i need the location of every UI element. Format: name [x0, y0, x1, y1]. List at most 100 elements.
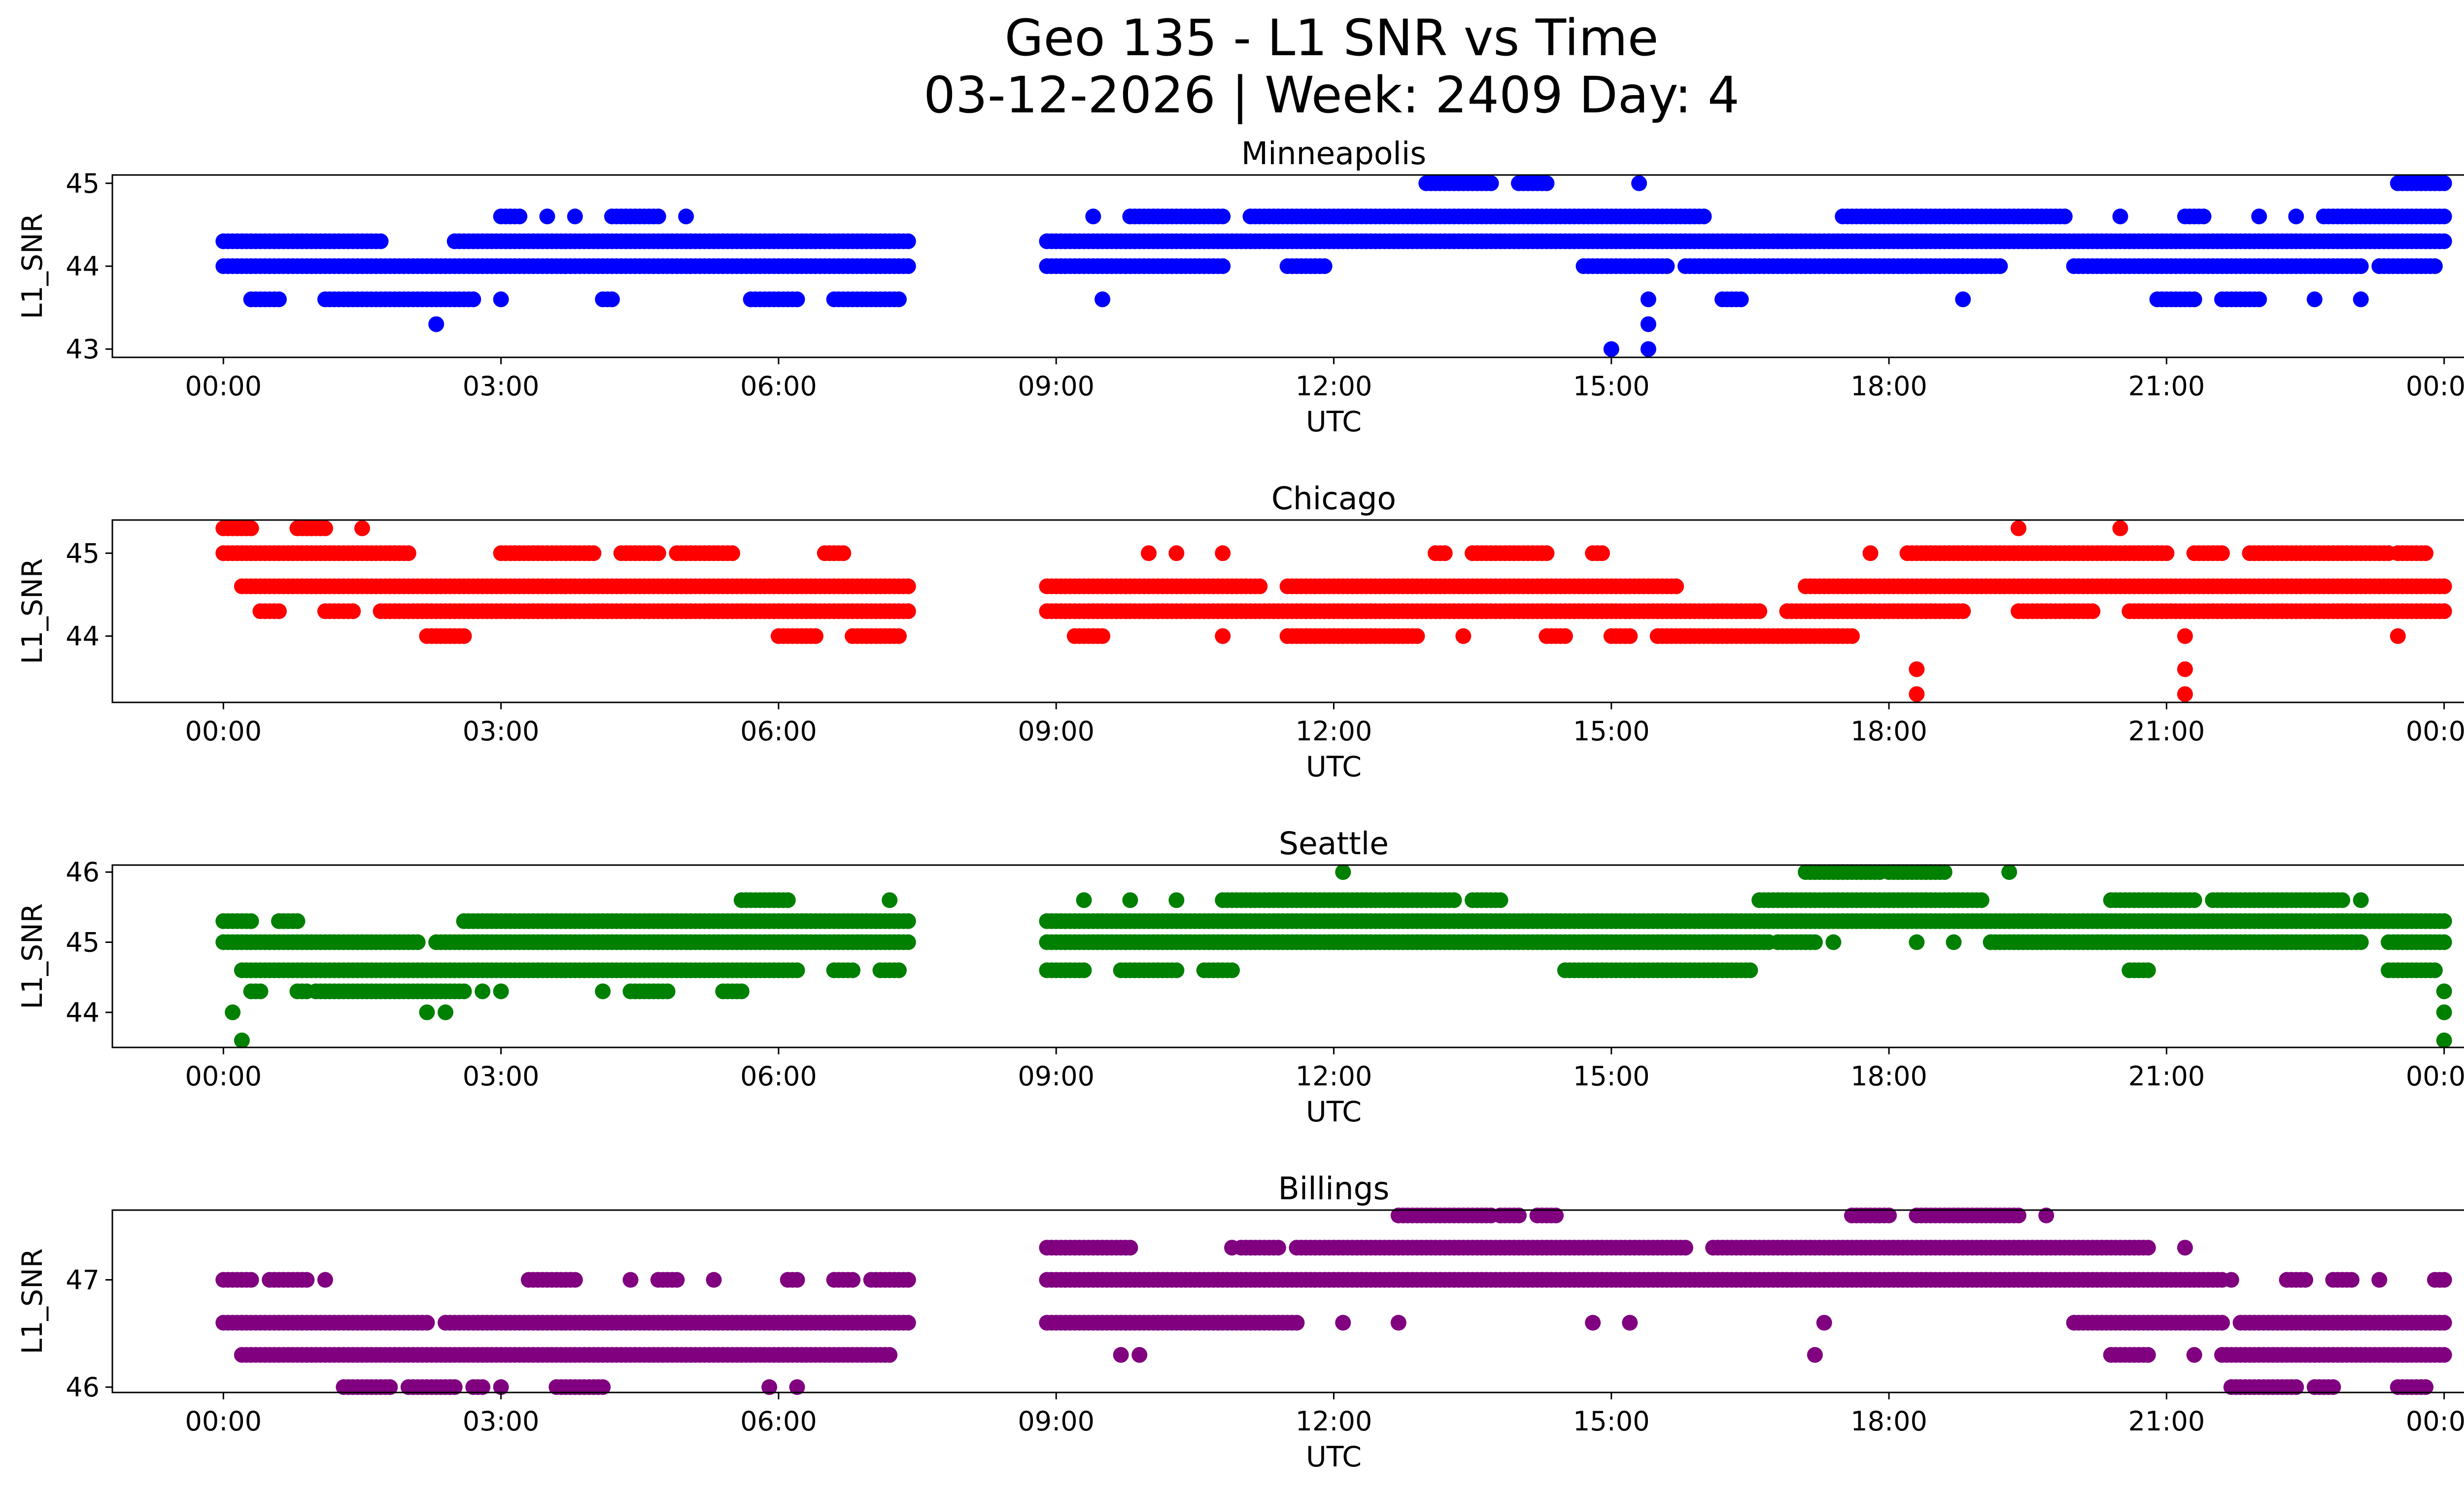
data-point: [410, 934, 426, 950]
data-point: [891, 291, 907, 308]
data-point: [1585, 1315, 1601, 1331]
data-point: [650, 209, 666, 225]
x-tick-label: 06:00: [740, 1406, 817, 1437]
data-point: [456, 628, 472, 644]
data-point: [225, 1004, 241, 1020]
data-point: [475, 983, 491, 1000]
data-point: [354, 520, 370, 536]
data-point: [1095, 628, 1111, 644]
data-point: [2436, 1004, 2452, 1020]
x-tick-label: 21:00: [2128, 1061, 2205, 1092]
data-point: [2436, 233, 2452, 249]
data-point: [2140, 1240, 2156, 1256]
data-point: [1215, 258, 1231, 274]
x-tick-label: 00:00: [2406, 1406, 2464, 1437]
data-point: [1131, 1347, 1148, 1363]
data-point: [456, 983, 472, 1000]
data-point: [2353, 258, 2369, 274]
data-point: [1622, 628, 1638, 644]
data-point: [1807, 1347, 1823, 1363]
x-tick-label: 03:00: [463, 1406, 540, 1437]
y-tick-label: 47: [66, 1264, 100, 1295]
data-point: [2011, 520, 2026, 536]
x-tick-label: 15:00: [1573, 716, 1650, 747]
data-point: [1696, 209, 1712, 225]
data-point: [2436, 913, 2452, 929]
data-point: [2288, 1379, 2304, 1395]
data-point: [2436, 934, 2452, 950]
data-point: [2186, 892, 2202, 908]
data-point: [400, 545, 416, 561]
data-point: [493, 1379, 509, 1395]
data-point: [2214, 1315, 2230, 1331]
data-point: [706, 1272, 722, 1288]
data-point: [1335, 1315, 1351, 1331]
data-point: [2427, 962, 2443, 978]
data-point: [1936, 864, 1952, 880]
data-point: [234, 1032, 250, 1048]
data-point: [567, 1272, 583, 1288]
x-tick-label: 03:00: [463, 371, 540, 402]
y-tick-label: 44: [66, 997, 100, 1028]
data-point: [2177, 661, 2193, 677]
data-point: [1483, 175, 1499, 191]
x-tick-label: 18:00: [1850, 1061, 1927, 1092]
data-point: [1511, 1207, 1527, 1223]
data-point: [2371, 1272, 2388, 1288]
x-tick-label: 03:00: [463, 1061, 540, 1092]
data-point: [1215, 209, 1231, 225]
x-tick-label: 00:00: [2406, 371, 2464, 402]
data-point: [1390, 1315, 1406, 1331]
data-point: [1603, 341, 1619, 357]
data-point: [2112, 209, 2128, 225]
y-tick-label: 43: [66, 334, 100, 365]
data-point: [2112, 520, 2128, 536]
data-point: [243, 520, 259, 536]
data-point: [1881, 1207, 1897, 1223]
data-point: [1316, 258, 1333, 274]
data-point: [1622, 1315, 1638, 1331]
data-point: [271, 291, 287, 308]
data-point: [2214, 545, 2230, 561]
data-point: [2436, 578, 2452, 594]
data-point: [604, 291, 620, 308]
data-point: [1909, 934, 1925, 950]
data-point: [1085, 209, 1101, 225]
y-tick-label: 45: [66, 538, 100, 569]
data-point: [585, 545, 602, 561]
data-point: [1270, 1240, 1286, 1256]
data-point: [1668, 578, 1684, 594]
x-tick-label: 00:00: [185, 1061, 262, 1092]
y-tick-label: 46: [66, 1372, 100, 1403]
data-point: [1113, 1347, 1129, 1363]
x-tick-label: 09:00: [1018, 716, 1095, 747]
data-point: [373, 233, 389, 249]
data-point: [1215, 545, 1231, 561]
data-point: [2334, 892, 2351, 908]
data-point: [419, 1315, 435, 1331]
data-point: [622, 1272, 639, 1288]
data-point: [1640, 341, 1656, 357]
x-axis-label: UTC: [1306, 751, 1362, 783]
y-axis-label: L1_SNR: [16, 558, 49, 664]
y-tick-label: 45: [66, 927, 100, 958]
x-tick-label: 06:00: [740, 1061, 817, 1092]
data-point: [900, 603, 916, 619]
x-tick-label: 03:00: [463, 716, 540, 747]
data-point: [845, 1272, 861, 1288]
x-tick-label: 06:00: [740, 371, 817, 402]
x-tick-label: 00:00: [2406, 1061, 2464, 1092]
data-point: [2343, 209, 2360, 225]
data-point: [1095, 291, 1111, 308]
data-point: [891, 962, 907, 978]
x-tick-label: 00:00: [2406, 716, 2464, 747]
y-tick-label: 45: [66, 168, 100, 199]
data-point: [900, 578, 916, 594]
data-point: [2436, 983, 2452, 1000]
data-point: [1955, 258, 1971, 274]
data-point: [2011, 1207, 2026, 1223]
